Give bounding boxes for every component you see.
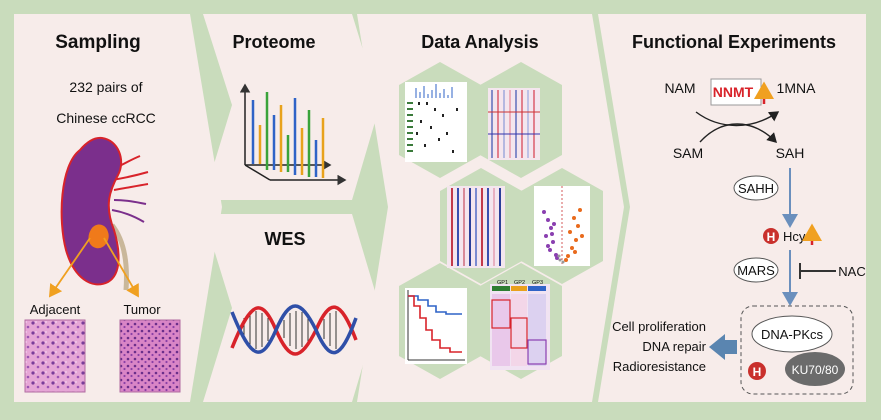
mars-enzyme bbox=[733, 257, 779, 283]
hcy-h-symbol: H bbox=[767, 230, 776, 244]
subtype-heatmap-thumbnail: GP1 GP2 GP3 bbox=[490, 280, 550, 370]
outcome-arrow bbox=[709, 334, 737, 360]
hcy-h-badge bbox=[763, 228, 779, 244]
outcome-cell-proliferation: Cell proliferation bbox=[612, 319, 706, 334]
dna-double-helix-icon bbox=[230, 304, 358, 356]
label-tumor: Tumor bbox=[123, 302, 161, 317]
volcano-plot-thumbnail bbox=[534, 186, 590, 266]
heatmap-thumbnail-top bbox=[488, 88, 540, 160]
group-label-1: GP1 bbox=[497, 280, 508, 286]
nam-to-1mna-arc bbox=[695, 111, 780, 127]
kidney-illustration bbox=[60, 136, 149, 291]
sahh-enzyme bbox=[733, 175, 779, 201]
outcome-dna-repair: DNA repair bbox=[642, 339, 706, 354]
sampling-panel bbox=[14, 14, 222, 402]
adjacent-slide-image bbox=[24, 319, 86, 393]
sam-to-sah-arc bbox=[699, 123, 777, 143]
data-analysis-title: Data Analysis bbox=[421, 32, 538, 52]
label-nnmt: NNMT bbox=[713, 84, 754, 100]
dnapk-h-badge bbox=[748, 362, 766, 380]
group-label-2: GP2 bbox=[514, 280, 525, 286]
label-adjacent: Adjacent bbox=[30, 302, 81, 317]
wes-title: WES bbox=[264, 229, 305, 249]
proteome-panel bbox=[203, 14, 380, 200]
adjacent-arrow bbox=[48, 237, 91, 298]
ku7080-ellipse bbox=[785, 352, 845, 386]
functional-panel bbox=[598, 14, 866, 402]
outcome-radioresistance: Radioresistance bbox=[613, 359, 706, 374]
label-dnapkcs: DNA-PKcs bbox=[761, 327, 824, 342]
survival-curve-thumbnail bbox=[405, 288, 467, 364]
tumor-arrow bbox=[103, 237, 139, 298]
label-sahh: SAHH bbox=[738, 181, 774, 196]
label-ku7080: KU70/80 bbox=[792, 363, 839, 377]
oncoplot-thumbnail bbox=[405, 82, 467, 162]
heatmap-thumbnail-middle bbox=[447, 186, 505, 268]
functional-title: Functional Experiments bbox=[632, 32, 836, 52]
label-mars: MARS bbox=[737, 263, 775, 278]
proteome-3d-bar-chart-icon bbox=[239, 83, 347, 186]
dnapk-h-symbol: H bbox=[753, 365, 762, 379]
label-hcy: Hcy bbox=[783, 229, 806, 244]
sampling-title: Sampling bbox=[55, 32, 141, 53]
dnapk-complex-box bbox=[740, 305, 854, 395]
group-label-3: GP3 bbox=[532, 280, 543, 286]
label-sah: SAH bbox=[776, 145, 805, 161]
sampling-caption-line2: Chinese ccRCC bbox=[56, 110, 156, 126]
tumor-slide-image bbox=[119, 319, 181, 393]
proteome-title: Proteome bbox=[232, 32, 315, 52]
nnmt-box bbox=[710, 78, 762, 106]
label-nam: NAM bbox=[664, 80, 695, 96]
label-1mna: 1MNA bbox=[777, 80, 817, 96]
sampling-caption-line1: 232 pairs of bbox=[69, 79, 142, 95]
label-sam: SAM bbox=[673, 145, 703, 161]
dnapkcs-ellipse bbox=[751, 315, 833, 353]
label-nac: NAC bbox=[838, 264, 865, 279]
